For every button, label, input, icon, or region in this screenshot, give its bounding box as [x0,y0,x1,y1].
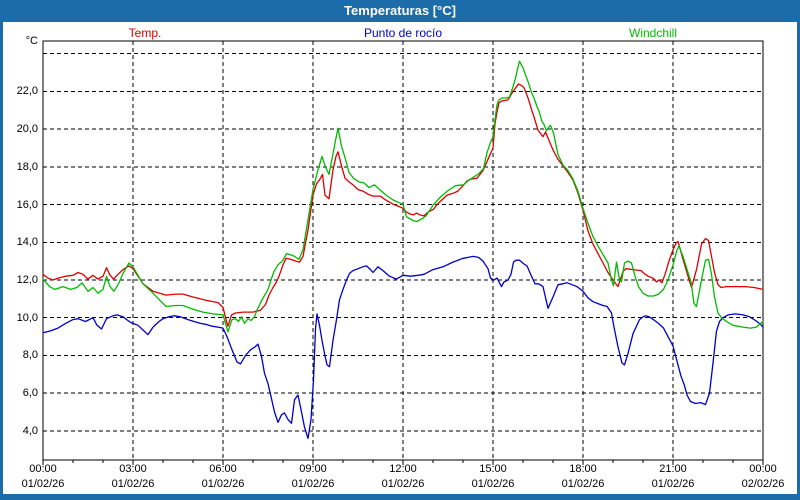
x-tick-date-label: 01/02/26 [201,478,245,490]
y-tick-label: 4,0 [22,424,38,437]
y-tick-label: 8,0 [22,349,38,362]
y-tick-label: 16,0 [16,198,38,211]
x-tick-date-label: 01/02/26 [381,478,425,490]
legend-item-windchill: Windchill [628,26,678,40]
legend-item-temp: Temp. [128,26,162,40]
y-tick-label: 12,0 [16,274,38,286]
series-line-windchill [42,60,764,333]
y-tick-label: 10,0 [16,311,38,324]
y-tick-label: 22,0 [16,85,38,98]
x-tick-date-label: 01/02/26 [111,478,155,490]
x-tick-time-label: 06:00 [209,463,237,475]
legend-item-dew-point: Punto de rocío [363,26,443,40]
x-tick-time-label: 15:00 [479,463,507,475]
series-line-temp- [42,83,764,327]
series-line-punto-de-roc-o [42,255,764,440]
x-tick-time-label: 03:00 [119,463,147,475]
y-axis-unit-label: °C [25,35,38,47]
y-tick-label: 6,0 [22,387,38,400]
window-titlebar[interactable]: Temperaturas [°C] [0,0,800,22]
x-tick-date-label: 01/02/26 [471,478,515,490]
x-tick-time-label: 21:00 [659,463,687,475]
x-tick-date-label: 02/02/26 [741,478,785,490]
x-tick-date-label: 01/02/26 [651,478,695,490]
x-tick-date-label: 01/02/26 [561,478,605,490]
x-tick-time-label: 18:00 [569,463,597,475]
y-tick-label: 14,0 [16,236,38,249]
plot-frame [42,40,764,461]
x-tick-time-label: 09:00 [299,463,327,475]
window-title: Temperaturas [°C] [344,3,456,18]
x-tick-time-label: 12:00 [389,463,417,475]
y-tick-label: 18,0 [16,160,38,173]
x-tick-time-label: 00:00 [29,463,57,475]
x-tick-date-label: 01/02/26 [21,478,65,490]
x-tick-date-label: 01/02/26 [291,478,335,490]
x-tick-time-label: 00:00 [749,463,777,475]
chart-legend: Temp. Punto de rocío Windchill [0,26,800,42]
y-tick-label: 20,0 [16,123,38,136]
